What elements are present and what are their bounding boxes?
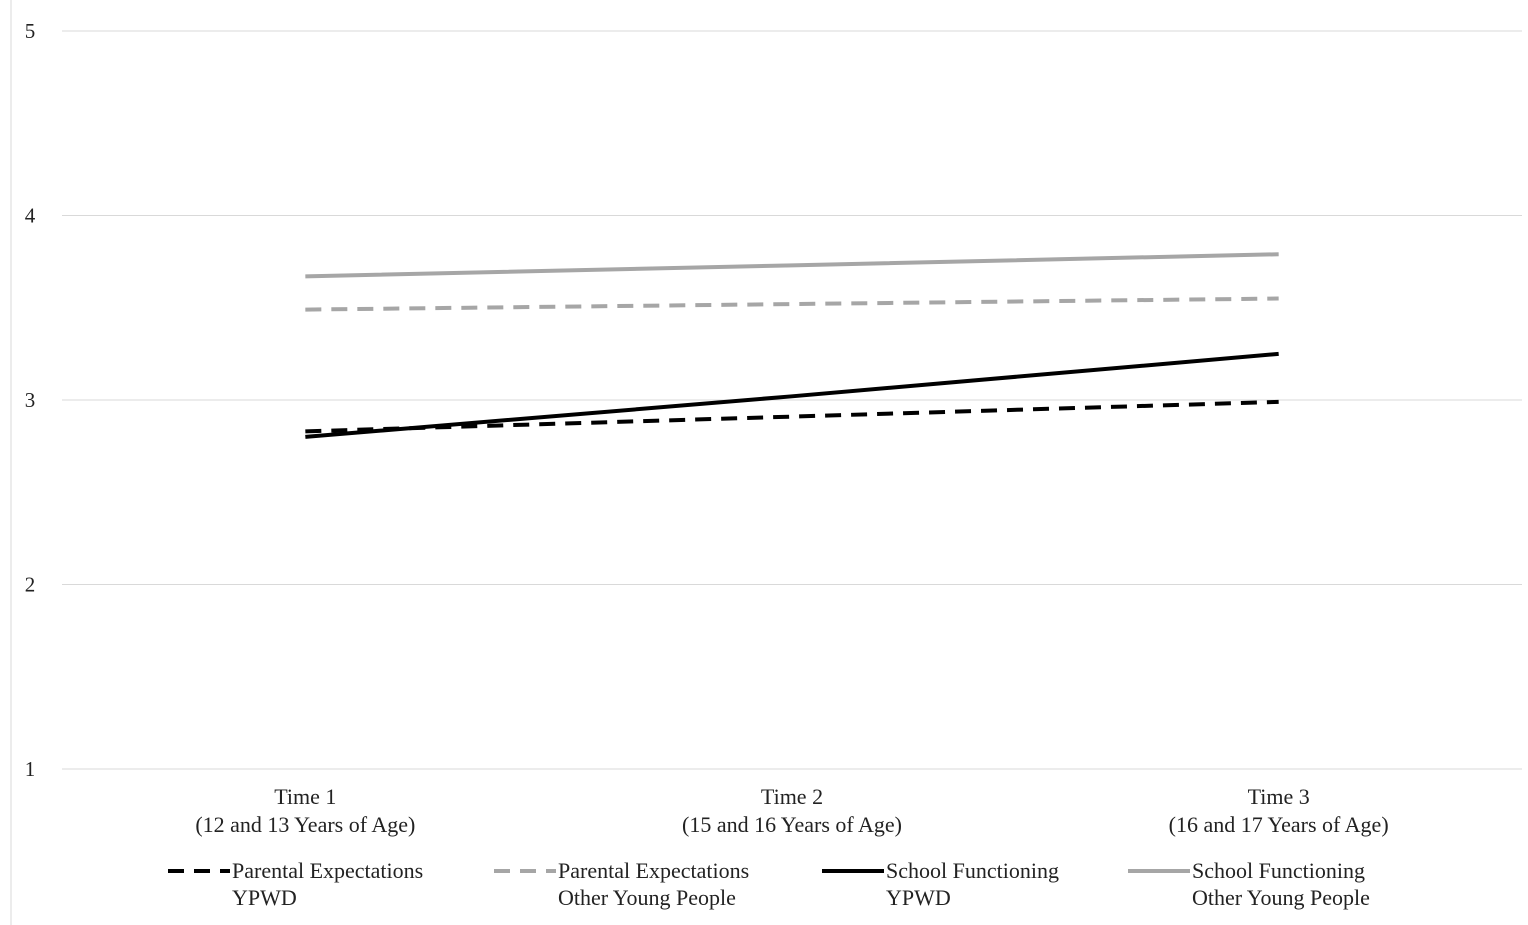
x-axis-categories: Time 1 (12 and 13 Years of Age) Time 2 (15 … <box>195 784 1388 837</box>
gridlines <box>62 30 1522 770</box>
y-tick-label: 3 <box>25 388 36 412</box>
legend-sublabel: Other Young People <box>1192 885 1370 910</box>
series-line <box>305 252 1279 279</box>
legend-label: School Functioning <box>1192 858 1365 883</box>
x-tick-label: Time 2 <box>761 784 823 809</box>
series-line <box>305 399 1279 434</box>
legend-sublabel: YPWD <box>232 885 297 910</box>
series-line <box>305 351 1279 439</box>
x-tick-sublabel: (15 and 16 Years of Age) <box>682 812 902 837</box>
y-axis-ticks: 1 2 3 4 5 <box>25 19 36 781</box>
y-tick-label: 2 <box>25 573 36 597</box>
legend-sublabel: Other Young People <box>558 885 736 910</box>
y-tick-label: 4 <box>25 204 36 228</box>
series-line <box>305 296 1279 312</box>
x-tick-sublabel: (16 and 17 Years of Age) <box>1169 812 1389 837</box>
legend-sublabel: YPWD <box>886 885 951 910</box>
legend-label: School Functioning <box>886 858 1059 883</box>
x-tick-label: Time 1 <box>274 784 336 809</box>
series-lines <box>305 252 1279 439</box>
legend-label: Parental Expectations <box>558 858 749 883</box>
y-tick-label: 1 <box>25 757 36 781</box>
x-tick-label: Time 3 <box>1248 784 1310 809</box>
x-tick-sublabel: (12 and 13 Years of Age) <box>195 812 415 837</box>
y-tick-label: 5 <box>25 19 36 43</box>
legend-label: Parental Expectations <box>232 858 423 883</box>
